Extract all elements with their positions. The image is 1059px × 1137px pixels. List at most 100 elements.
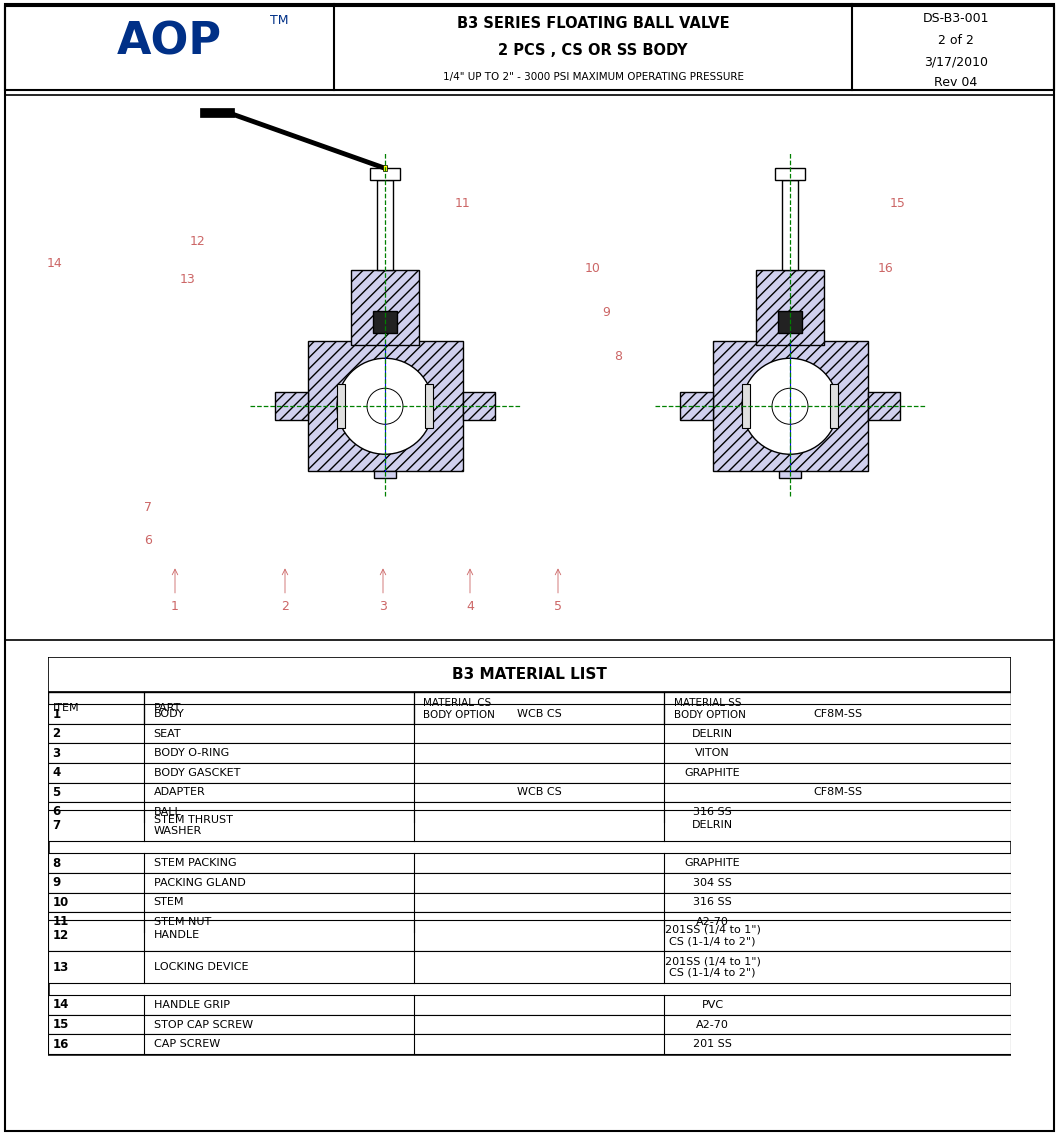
Text: 2: 2 xyxy=(53,728,60,740)
Text: 9: 9 xyxy=(603,306,610,319)
Text: 201SS (1/4 to 1")
CS (1-1/4 to 2"): 201SS (1/4 to 1") CS (1-1/4 to 2") xyxy=(665,956,760,978)
Bar xyxy=(48,704,1011,724)
Bar xyxy=(373,312,397,333)
Text: BODY: BODY xyxy=(154,709,184,719)
Bar xyxy=(48,1035,1011,1054)
Bar xyxy=(742,384,750,429)
Bar xyxy=(713,341,867,471)
Text: MATERIAL CS: MATERIAL CS xyxy=(424,698,491,707)
Bar xyxy=(48,657,1011,692)
Text: BALL: BALL xyxy=(154,807,181,818)
Text: 6: 6 xyxy=(53,805,60,819)
Text: 15: 15 xyxy=(890,197,905,209)
Text: DELRIN: DELRIN xyxy=(692,821,733,830)
Text: 8: 8 xyxy=(53,857,60,870)
Bar xyxy=(756,271,824,346)
Text: 5: 5 xyxy=(554,600,562,613)
Bar xyxy=(48,744,1011,763)
Text: GRAPHITE: GRAPHITE xyxy=(685,767,740,778)
Text: 15: 15 xyxy=(53,1018,69,1031)
Bar xyxy=(370,168,400,181)
Text: 7: 7 xyxy=(144,501,152,514)
Bar xyxy=(782,181,798,271)
Text: WCB CS: WCB CS xyxy=(517,709,561,719)
Text: STEM: STEM xyxy=(154,897,184,907)
Bar xyxy=(48,873,1011,893)
Bar xyxy=(275,392,307,421)
Text: CF8M-SS: CF8M-SS xyxy=(813,788,862,797)
Text: HANDLE: HANDLE xyxy=(154,930,200,940)
Bar xyxy=(48,782,1011,803)
Circle shape xyxy=(367,388,403,424)
Text: 12: 12 xyxy=(53,929,69,941)
Bar xyxy=(680,392,713,421)
Text: 14: 14 xyxy=(47,257,62,269)
Text: CAP SCREW: CAP SCREW xyxy=(154,1039,220,1049)
Text: STEM NUT: STEM NUT xyxy=(154,916,211,927)
Text: 10: 10 xyxy=(585,263,600,275)
Text: 201SS (1/4 to 1")
CS (1-1/4 to 2"): 201SS (1/4 to 1") CS (1-1/4 to 2") xyxy=(665,924,760,946)
Text: BODY GASCKET: BODY GASCKET xyxy=(154,767,240,778)
Text: 5: 5 xyxy=(53,786,60,799)
Text: 2 of 2: 2 of 2 xyxy=(938,34,973,47)
Text: BODY OPTION: BODY OPTION xyxy=(675,709,746,720)
Text: 3/17/2010: 3/17/2010 xyxy=(923,55,988,68)
Text: 316 SS: 316 SS xyxy=(694,807,732,818)
Text: A2-70: A2-70 xyxy=(696,1020,729,1029)
Bar xyxy=(779,471,801,479)
Text: 11: 11 xyxy=(455,197,471,209)
Text: MATERIAL SS: MATERIAL SS xyxy=(675,698,741,707)
Text: 3: 3 xyxy=(379,600,387,613)
Text: VITON: VITON xyxy=(695,748,730,758)
Text: A2-70: A2-70 xyxy=(696,916,729,927)
Bar xyxy=(48,893,1011,912)
Text: STOP CAP SCREW: STOP CAP SCREW xyxy=(154,1020,253,1029)
Text: 11: 11 xyxy=(53,915,69,929)
Text: BODY OPTION: BODY OPTION xyxy=(424,709,496,720)
Text: B3 MATERIAL LIST: B3 MATERIAL LIST xyxy=(452,667,607,682)
Bar xyxy=(48,692,1011,724)
Bar xyxy=(775,168,805,181)
Circle shape xyxy=(772,388,808,424)
Bar xyxy=(377,181,393,271)
Text: ADAPTER: ADAPTER xyxy=(154,788,205,797)
Text: 7: 7 xyxy=(53,819,60,832)
Text: 14: 14 xyxy=(53,998,69,1012)
Text: CF8M-SS: CF8M-SS xyxy=(813,709,862,719)
Bar xyxy=(48,995,1011,1014)
Bar xyxy=(48,952,1011,984)
Bar xyxy=(337,384,345,429)
Text: TM: TM xyxy=(270,14,288,27)
Text: DS-B3-001: DS-B3-001 xyxy=(922,13,989,25)
Text: 1: 1 xyxy=(53,707,60,721)
Bar xyxy=(48,920,1011,952)
Bar xyxy=(425,384,433,429)
Text: DELRIN: DELRIN xyxy=(692,729,733,739)
Text: 9: 9 xyxy=(53,877,60,889)
Text: 12: 12 xyxy=(191,235,205,248)
Text: AOP: AOP xyxy=(116,20,222,64)
Bar xyxy=(48,854,1011,873)
Bar xyxy=(778,312,802,333)
Text: PACKING GLAND: PACKING GLAND xyxy=(154,878,246,888)
Text: SEAT: SEAT xyxy=(154,729,181,739)
Text: LOCKING DEVICE: LOCKING DEVICE xyxy=(154,962,248,972)
Bar xyxy=(463,392,495,421)
Text: ITEM: ITEM xyxy=(53,703,79,713)
Text: PART: PART xyxy=(154,703,181,713)
Text: Rev 04: Rev 04 xyxy=(934,75,977,89)
Text: HANDLE GRIP: HANDLE GRIP xyxy=(154,999,230,1010)
Text: STEM PACKING: STEM PACKING xyxy=(154,858,236,869)
Text: 16: 16 xyxy=(878,263,894,275)
Text: 10: 10 xyxy=(53,896,69,908)
Text: 3: 3 xyxy=(53,747,60,760)
Text: GRAPHITE: GRAPHITE xyxy=(685,858,740,869)
Bar xyxy=(48,912,1011,931)
Circle shape xyxy=(742,358,838,455)
Text: BODY O-RING: BODY O-RING xyxy=(154,748,229,758)
Bar xyxy=(383,165,387,172)
Text: B3 SERIES FLOATING BALL VALVE: B3 SERIES FLOATING BALL VALVE xyxy=(456,16,730,31)
Text: 2: 2 xyxy=(281,600,289,613)
Text: 4: 4 xyxy=(466,600,474,613)
Bar xyxy=(48,724,1011,744)
